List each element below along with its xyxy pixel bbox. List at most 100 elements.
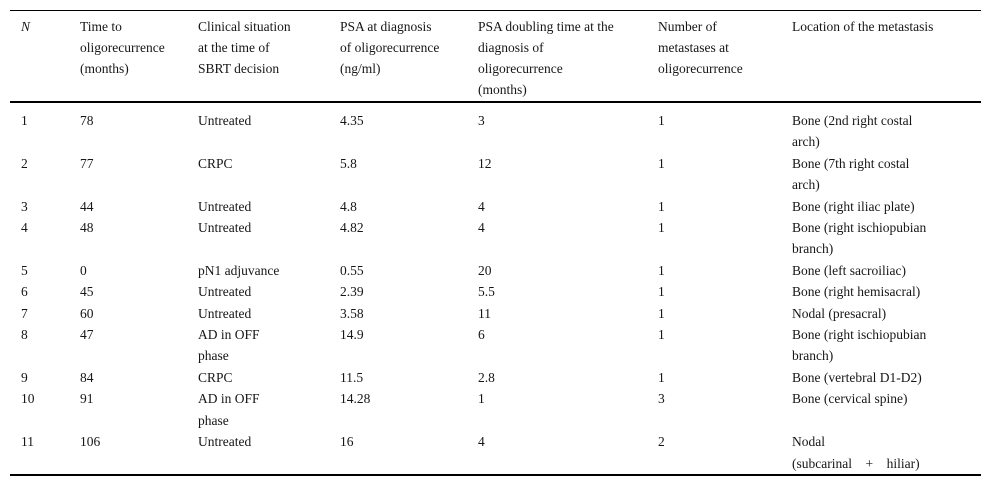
table-body: 1 78 Untreated 4.35 3 1 Bone (2nd right costal…	[10, 102, 981, 475]
cell-psa-at-diagnosis: 14.9	[340, 327, 364, 343]
cell-n: 2	[21, 155, 28, 171]
cell-psa-doubling-time: 11	[478, 305, 491, 321]
table-row: 6 45 Untreated 2.39 5.5 1 Bone (right hemisacr…	[10, 281, 981, 302]
cell-clinical-situation: CRPC	[198, 369, 233, 385]
cell-psa-at-diagnosis: 4.82	[340, 220, 364, 236]
cell-time-to-oligorecurrence: 91	[80, 391, 94, 407]
cell-n: 1	[21, 113, 28, 128]
cell-number-of-metastases: 1	[658, 369, 665, 385]
cell-location-of-metastasis: Bone (7th right costal arch)	[792, 155, 910, 193]
column-header-clinical-situation: Clinical situation at the time of SBRT d…	[198, 10, 340, 103]
table-row: 3 44 Untreated 4.8 4 1 Bone (right iliac plate…	[10, 196, 981, 217]
cell-clinical-situation: Untreated	[198, 284, 252, 300]
table-row: 4 48 Untreated 4.82 4 1 Bone (right ischiopubi…	[10, 217, 981, 260]
cell-psa-doubling-time: 2.8	[478, 369, 495, 385]
cell-time-to-oligorecurrence: 60	[80, 305, 94, 321]
column-header-psa-at-diagnosis: PSA at diagnosis of oligorecurrence (ng/…	[340, 10, 478, 103]
cell-time-to-oligorecurrence: 45	[80, 284, 94, 300]
cell-number-of-metastases: 1	[658, 284, 665, 300]
table-row: 2 77 CRPC 5.8 12 1 Bone (7th right costal arch…	[10, 153, 981, 196]
cell-psa-at-diagnosis: 11.5	[340, 369, 364, 385]
cell-number-of-metastases: 1	[658, 262, 665, 278]
cell-psa-at-diagnosis: 0.55	[340, 262, 364, 278]
table-row: 8 47 AD in OFF phase 14.9 6 1 Bone (right isch…	[10, 324, 981, 367]
cell-n: 5	[21, 262, 28, 278]
cell-n: 6	[21, 284, 28, 300]
cell-psa-doubling-time: 3	[478, 113, 485, 128]
cell-psa-at-diagnosis: 4.35	[340, 113, 364, 128]
cell-location-of-metastasis: Bone (right ischiopubian branch)	[792, 327, 927, 364]
cell-number-of-metastases: 1	[658, 198, 665, 214]
cell-psa-at-diagnosis: 2.39	[340, 284, 364, 300]
cell-location-of-metastasis: Bone (cervical spine)	[792, 391, 908, 407]
cell-clinical-situation: Untreated	[198, 434, 252, 450]
cell-clinical-situation: Untreated	[198, 305, 252, 321]
cell-psa-doubling-time: 4	[478, 220, 485, 236]
cell-n: 8	[21, 327, 28, 343]
oligorecurrence-table: N Time to oligorecurrence (months) Clinica…	[10, 10, 981, 476]
cell-location-of-metastasis: Nodal (subcarinal + hiliar)	[792, 434, 920, 471]
cell-n: 4	[21, 220, 28, 236]
cell-time-to-oligorecurrence: 84	[80, 369, 94, 385]
table-row: 5 0 pN1 adjuvance 0.55 20 1 Bone (left sacroil…	[10, 260, 981, 281]
cell-number-of-metastases: 1	[658, 305, 665, 321]
cell-number-of-metastases: 3	[658, 391, 665, 407]
table-header: N Time to oligorecurrence (months) Clinica…	[10, 10, 981, 103]
cell-time-to-oligorecurrence: 78	[80, 113, 94, 128]
cell-location-of-metastasis: Bone (left sacroiliac)	[792, 262, 906, 278]
column-header-n: N	[10, 10, 80, 103]
cell-psa-at-diagnosis: 4.8	[340, 198, 357, 214]
cell-location-of-metastasis: Bone (right iliac plate)	[792, 198, 915, 214]
table-row: 7 60 Untreated 3.58 11 1 Nodal (presacral)	[10, 303, 981, 324]
cell-time-to-oligorecurrence: 48	[80, 220, 94, 236]
column-header-location-of-metastasis: Location of the metastasis	[792, 10, 981, 103]
cell-psa-at-diagnosis: 3.58	[340, 305, 364, 321]
header-row: N Time to oligorecurrence (months) Clinica…	[10, 10, 981, 103]
column-header-time-to-oligorecurrence: Time to oligorecurrence (months)	[80, 10, 198, 103]
column-header-number-of-metastases: Number of metastases at oligorecurrence	[658, 10, 792, 103]
cell-time-to-oligorecurrence: 0	[80, 262, 87, 278]
cell-psa-doubling-time: 12	[478, 155, 492, 171]
cell-location-of-metastasis: Bone (right ischiopubian branch)	[792, 220, 927, 257]
cell-n: 7	[21, 305, 28, 321]
cell-number-of-metastases: 1	[658, 155, 665, 171]
cell-time-to-oligorecurrence: 44	[80, 198, 94, 214]
cell-n: 3	[21, 198, 28, 214]
cell-psa-at-diagnosis: 14.28	[340, 391, 371, 407]
cell-clinical-situation: Untreated	[198, 198, 252, 214]
cell-psa-doubling-time: 6	[478, 327, 485, 343]
cell-n: 10	[21, 391, 35, 407]
cell-psa-doubling-time: 5.5	[478, 284, 495, 300]
cell-psa-at-diagnosis: 5.8	[340, 155, 357, 171]
cell-psa-doubling-time: 4	[478, 434, 485, 450]
cell-psa-doubling-time: 1	[478, 391, 485, 407]
cell-number-of-metastases: 1	[658, 113, 665, 128]
cell-time-to-oligorecurrence: 47	[80, 327, 94, 343]
table-row: 1 78 Untreated 4.35 3 1 Bone (2nd right costal…	[10, 102, 981, 153]
cell-clinical-situation: AD in OFF phase	[198, 391, 260, 428]
cell-number-of-metastases: 1	[658, 220, 665, 236]
cell-location-of-metastasis: Bone (vertebral D1-D2)	[792, 369, 922, 385]
cell-number-of-metastases: 1	[658, 327, 665, 343]
table-row: 10 91 AD in OFF phase 14.28 1 3 Bone (cervical…	[10, 388, 981, 431]
cell-time-to-oligorecurrence: 77	[80, 155, 94, 171]
cell-time-to-oligorecurrence: 106	[80, 434, 101, 450]
cell-clinical-situation: CRPC	[198, 155, 233, 171]
cell-clinical-situation: Untreated	[198, 220, 252, 236]
cell-location-of-metastasis: Bone (right hemisacral)	[792, 284, 921, 300]
cell-psa-doubling-time: 20	[478, 262, 492, 278]
cell-location-of-metastasis: Nodal (presacral)	[792, 305, 887, 321]
column-header-psa-doubling-time: PSA doubling time at the diagnosis of ol…	[478, 10, 658, 103]
cell-clinical-situation: Untreated	[198, 113, 252, 128]
cell-clinical-situation: AD in OFF phase	[198, 327, 260, 364]
cell-n: 11	[21, 434, 34, 450]
cell-psa-doubling-time: 4	[478, 198, 485, 214]
cell-psa-at-diagnosis: 16	[340, 434, 354, 450]
table-row: 9 84 CRPC 11.5 2.8 1 Bone (vertebral D1-D2)	[10, 367, 981, 388]
table-row: 11 106 Untreated 16 4 2 Nodal (subcarinal + hi…	[10, 431, 981, 475]
cell-n: 9	[21, 369, 28, 385]
cell-location-of-metastasis: Bone (2nd right costal arch)	[792, 113, 913, 150]
cell-number-of-metastases: 2	[658, 434, 665, 450]
